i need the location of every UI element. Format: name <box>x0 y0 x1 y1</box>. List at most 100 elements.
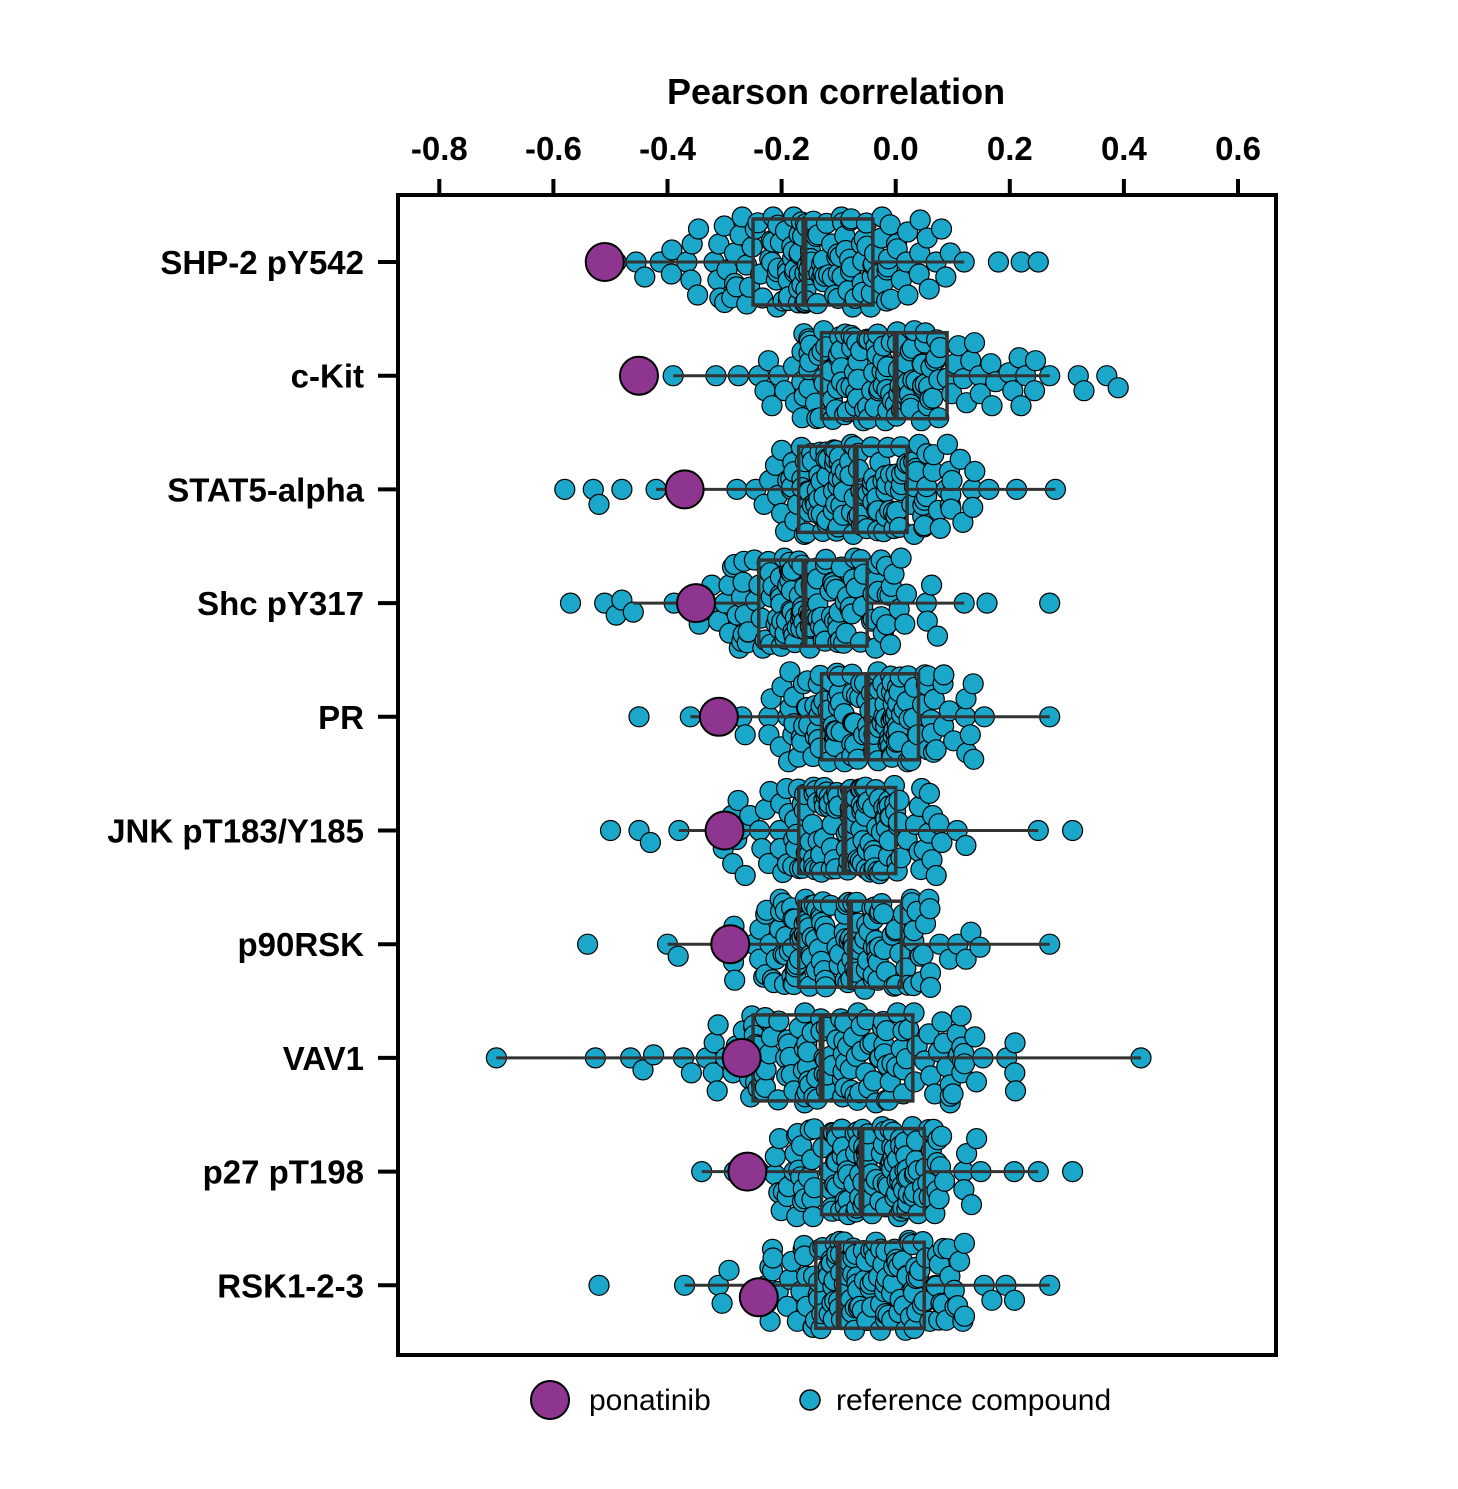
reference-point <box>933 664 955 686</box>
box <box>757 558 869 648</box>
reference-point <box>959 724 981 746</box>
reference-point <box>632 1059 654 1081</box>
reference-point <box>762 1247 784 1269</box>
reference-point <box>1061 1160 1084 1183</box>
reference-point <box>1073 380 1095 402</box>
reference-point <box>1039 592 1061 614</box>
reference-point <box>1061 819 1084 842</box>
reference-point <box>949 448 971 470</box>
reference-point <box>963 748 985 770</box>
reference-point <box>727 789 749 812</box>
reference-point <box>926 625 949 647</box>
reference-point <box>687 218 710 240</box>
reference-point <box>1023 380 1046 402</box>
category-label: SHP-2 pY542 <box>160 244 364 281</box>
reference-point <box>987 251 1010 273</box>
legend: ponatinib reference compound <box>530 1380 1111 1420</box>
reference-point <box>981 1289 1003 1311</box>
reference-point <box>660 263 683 285</box>
legend-reference-marker <box>799 1389 821 1411</box>
category-label: Shc pY317 <box>197 585 364 622</box>
plot-frame <box>396 193 1278 1357</box>
reference-point <box>599 819 622 842</box>
legend-ponatinib-label: ponatinib <box>589 1384 711 1417</box>
category-label: PR <box>318 699 364 736</box>
reference-point <box>888 789 910 811</box>
y-axis: SHP-2 pY542 c-Kit STAT5-alpha Shc pY317 PR JN… <box>107 244 398 1304</box>
x-tick-label: -0.8 <box>411 130 468 167</box>
reference-point <box>962 496 984 518</box>
reference-point <box>931 1011 953 1033</box>
reference-point <box>976 592 998 614</box>
reference-point <box>628 706 650 728</box>
reference-point <box>895 583 918 605</box>
ponatinib-point <box>727 1151 768 1192</box>
reference-point <box>918 278 940 300</box>
reference-point <box>1107 377 1129 399</box>
reference-point <box>969 936 991 958</box>
reference-point <box>588 493 610 515</box>
reference-point <box>779 661 801 683</box>
reference-point <box>948 1250 971 1272</box>
reference-point <box>953 1232 976 1254</box>
reference-point <box>936 433 959 455</box>
reference-point <box>1003 1289 1026 1311</box>
reference-point <box>908 263 930 285</box>
reference-point <box>940 498 962 520</box>
reference-point <box>941 469 963 492</box>
reference-point <box>909 209 931 231</box>
reference-point <box>588 1274 610 1296</box>
reference-point <box>764 1145 786 1168</box>
x-axis-title: Pearson correlation <box>667 71 1005 112</box>
reference-point <box>964 460 986 482</box>
reference-point <box>930 218 953 240</box>
reference-point <box>680 1062 703 1084</box>
reference-point <box>634 266 656 288</box>
reference-point <box>933 1170 956 1192</box>
reference-point <box>897 284 919 306</box>
x-tick-label: -0.6 <box>525 130 582 167</box>
reference-point <box>554 478 576 500</box>
reference-point <box>925 864 947 887</box>
ponatinib-point <box>738 1277 779 1318</box>
reference-point <box>955 948 977 970</box>
box <box>751 217 875 307</box>
category-label: p27 pT198 <box>203 1154 364 1191</box>
reference-point <box>611 478 633 500</box>
reference-point <box>894 613 916 635</box>
reference-point <box>761 395 783 417</box>
x-tick-label: 0.0 <box>873 130 919 167</box>
ponatinib-point <box>698 696 739 737</box>
reference-point <box>879 633 902 656</box>
ponatinib-point <box>710 924 751 965</box>
x-tick-label: 0.2 <box>987 130 1033 167</box>
ponatinib-point <box>676 583 717 624</box>
reference-point <box>559 592 582 614</box>
x-tick-label: -0.2 <box>753 130 810 167</box>
reference-point <box>929 517 951 540</box>
reference-point <box>734 864 756 887</box>
x-tick-label: 0.6 <box>1215 130 1261 167</box>
ponatinib-point <box>704 810 745 851</box>
reference-point <box>1004 1062 1026 1084</box>
reference-point <box>960 1193 983 1216</box>
reference-point <box>713 215 735 237</box>
reference-point <box>963 332 986 354</box>
reference-point <box>981 395 1003 417</box>
reference-point <box>953 1305 976 1327</box>
reference-point <box>639 831 662 854</box>
reference-point <box>962 673 984 695</box>
legend-reference-label: reference compound <box>836 1384 1111 1417</box>
reference-point <box>890 547 912 569</box>
reference-point <box>890 847 912 869</box>
reference-point <box>707 1014 729 1036</box>
category-label: VAV1 <box>283 1040 364 1077</box>
legend-ponatinib-marker <box>530 1380 570 1420</box>
reference-point <box>980 353 1002 375</box>
x-tick-label: 0.4 <box>1101 130 1148 167</box>
reference-point <box>1010 395 1032 417</box>
ponatinib-point <box>664 469 705 510</box>
reference-point <box>935 266 957 288</box>
